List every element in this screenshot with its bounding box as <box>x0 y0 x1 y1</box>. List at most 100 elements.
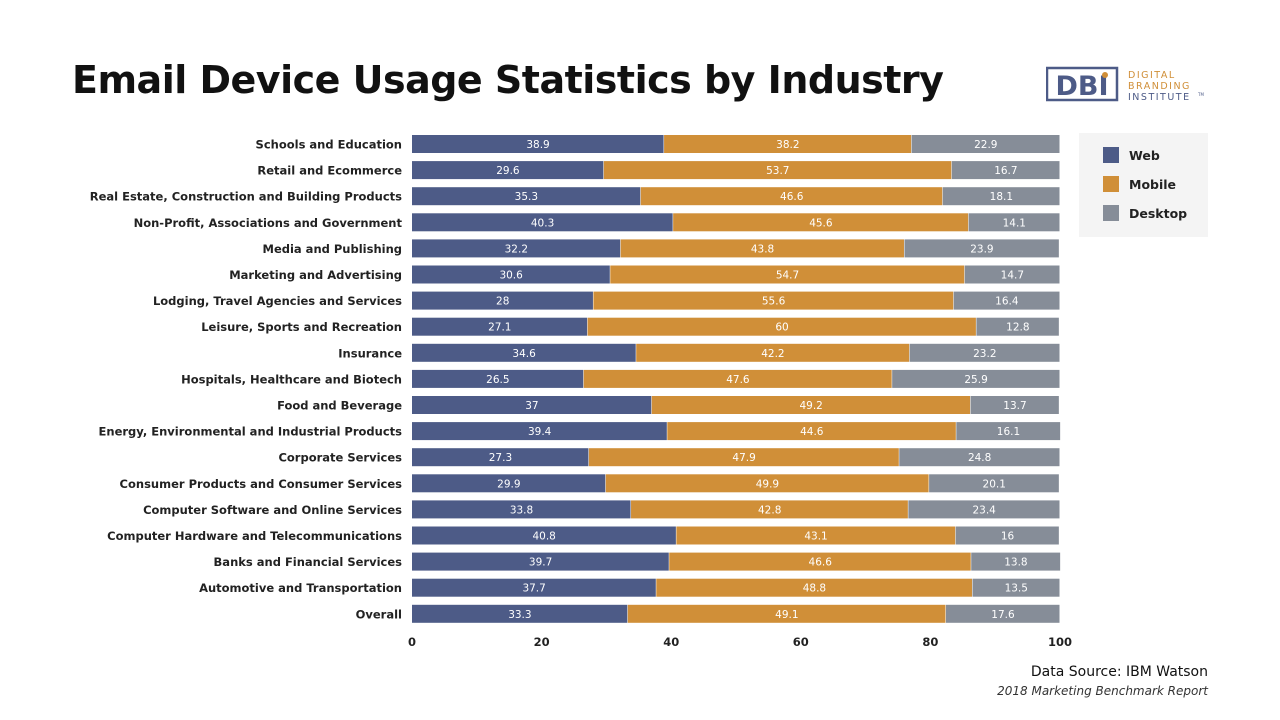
data-label-desktop-hospitals-healthcare-and-biotech: 25.9 <box>964 374 987 386</box>
data-label-desktop-media-and-publishing: 23.9 <box>970 243 993 255</box>
data-label-mobile-insurance: 42.2 <box>761 348 784 360</box>
bar-web-banks-and-financial-services <box>412 552 669 571</box>
data-label-web-overall: 33.3 <box>508 609 531 621</box>
bar-desktop-insurance <box>909 343 1060 362</box>
x-axis-ticks: 0 20 40 60 80 100 <box>408 635 1072 649</box>
bar-desktop-automotive-and-transportation <box>972 578 1060 597</box>
category-label-leisure-sports-and-recreation: Leisure, Sports and Recreation <box>201 320 402 334</box>
legend-item-desktop: Desktop <box>1103 205 1187 221</box>
data-label-mobile-corporate-services: 47.9 <box>732 452 755 464</box>
bar-mobile-hospitals-healthcare-and-biotech <box>583 369 892 388</box>
category-label-food-and-beverage: Food and Beverage <box>277 399 402 413</box>
legend-swatch-mobile <box>1103 176 1119 192</box>
category-label-marketing-and-advertising: Marketing and Advertising <box>229 268 402 282</box>
bar-mobile-leisure-sports-and-recreation <box>587 317 976 336</box>
category-label-computer-software-and-online-services: Computer Software and Online Services <box>143 503 402 517</box>
data-label-mobile-consumer-products-and-consumer-services: 49.9 <box>756 478 779 490</box>
data-label-web-schools-and-education: 38.9 <box>526 139 549 151</box>
x-tick-60: 60 <box>793 635 809 649</box>
data-label-mobile-schools-and-education: 38.2 <box>776 139 799 151</box>
category-label-automotive-and-transportation: Automotive and Transportation <box>199 581 402 595</box>
bar-web-schools-and-education <box>412 135 664 153</box>
bar-web-non-profit-associations-and-government <box>412 213 673 232</box>
data-label-desktop-non-profit-associations-and-government: 14.1 <box>1003 217 1026 229</box>
data-label-mobile-banks-and-financial-services: 46.6 <box>809 557 833 569</box>
bar-mobile-marketing-and-advertising <box>610 265 965 284</box>
bar-web-retail-and-ecommerce <box>412 161 604 180</box>
data-label-desktop-leisure-sports-and-recreation: 12.8 <box>1006 322 1029 334</box>
data-label-web-automotive-and-transportation: 37.7 <box>522 583 545 595</box>
data-label-mobile-lodging-travel-agencies-and-services: 55.6 <box>762 296 786 308</box>
data-label-mobile-leisure-sports-and-recreation: 60 <box>775 322 788 334</box>
data-label-desktop-real-estate-construction-and-building-products: 18.1 <box>990 191 1013 203</box>
data-label-mobile-non-profit-associations-and-government: 45.6 <box>809 217 833 229</box>
bar-desktop-leisure-sports-and-recreation <box>976 317 1059 336</box>
data-label-web-consumer-products-and-consumer-services: 29.9 <box>497 478 520 490</box>
data-label-desktop-computer-software-and-online-services: 23.4 <box>972 504 996 516</box>
logo-trademark: TM <box>1197 92 1204 97</box>
x-tick-0: 0 <box>408 635 416 649</box>
bar-mobile-food-and-beverage <box>651 396 971 414</box>
bar-desktop-computer-hardware-and-telecommunications <box>955 526 1059 545</box>
bar-web-lodging-travel-agencies-and-services <box>412 291 593 310</box>
data-label-mobile-food-and-beverage: 49.2 <box>799 400 822 412</box>
bar-mobile-retail-and-ecommerce <box>603 161 952 180</box>
logo-text-branding: BRANDING <box>1128 81 1191 92</box>
data-label-mobile-retail-and-ecommerce: 53.7 <box>766 165 789 177</box>
bar-desktop-lodging-travel-agencies-and-services <box>953 291 1060 310</box>
data-label-web-insurance: 34.6 <box>512 348 536 360</box>
bar-web-corporate-services <box>412 448 589 467</box>
bar-mobile-real-estate-construction-and-building-products <box>640 187 943 206</box>
bar-desktop-corporate-services <box>899 448 1060 467</box>
data-label-web-energy-environmental-and-industrial-products: 39.4 <box>528 426 552 438</box>
legend-label-web: Web <box>1129 147 1160 163</box>
legend-label-desktop: Desktop <box>1129 205 1188 221</box>
data-label-mobile-computer-hardware-and-telecommunications: 43.1 <box>804 531 827 543</box>
legend-swatch-desktop <box>1103 205 1119 221</box>
data-label-desktop-schools-and-education: 22.9 <box>974 139 997 151</box>
bar-web-insurance <box>412 343 636 362</box>
bar-desktop-overall <box>945 604 1060 623</box>
bar-mobile-corporate-services <box>588 448 899 467</box>
category-label-hospitals-healthcare-and-biotech: Hospitals, Healthcare and Biotech <box>181 372 402 386</box>
category-label-overall: Overall <box>356 607 402 621</box>
category-label-lodging-travel-agencies-and-services: Lodging, Travel Agencies and Services <box>153 294 402 308</box>
data-label-mobile-overall: 49.1 <box>775 609 798 621</box>
bar-desktop-media-and-publishing <box>904 239 1059 258</box>
x-tick-20: 20 <box>534 635 550 649</box>
category-label-non-profit-associations-and-government: Non-Profit, Associations and Government <box>134 216 403 230</box>
legend-item-mobile: Mobile <box>1103 176 1176 192</box>
category-label-energy-environmental-and-industrial-products: Energy, Environmental and Industrial Pro… <box>99 425 403 439</box>
bar-desktop-schools-and-education <box>911 135 1060 153</box>
category-labels: Schools and Education Retail and Ecommerc… <box>90 138 403 622</box>
category-label-consumer-products-and-consumer-services: Consumer Products and Consumer Services <box>120 477 403 491</box>
bar-desktop-hospitals-healthcare-and-biotech <box>892 369 1060 388</box>
bar-mobile-non-profit-associations-and-government <box>673 213 969 232</box>
data-label-web-lodging-travel-agencies-and-services: 28 <box>496 296 509 308</box>
data-label-desktop-energy-environmental-and-industrial-products: 16.1 <box>997 426 1020 438</box>
data-label-web-marketing-and-advertising: 30.6 <box>499 270 523 282</box>
bar-desktop-computer-software-and-online-services <box>908 500 1060 519</box>
bar-web-media-and-publishing <box>412 239 621 258</box>
bar-desktop-food-and-beverage <box>970 396 1059 414</box>
bar-desktop-banks-and-financial-services <box>971 552 1061 571</box>
category-label-insurance: Insurance <box>338 346 402 360</box>
data-label-mobile-automotive-and-transportation: 48.8 <box>803 583 826 595</box>
data-label-web-non-profit-associations-and-government: 40.3 <box>531 217 554 229</box>
legend-item-web: Web <box>1103 147 1160 163</box>
data-label-desktop-retail-and-ecommerce: 16.7 <box>994 165 1017 177</box>
data-label-desktop-banks-and-financial-services: 13.8 <box>1004 557 1027 569</box>
logo-graphic: DBI DIGITAL BRANDING INSTITUTE TM <box>1045 66 1204 103</box>
bar-desktop-consumer-products-and-consumer-services <box>929 474 1059 493</box>
bar-desktop-real-estate-construction-and-building-products <box>942 187 1060 206</box>
category-label-computer-hardware-and-telecommunications: Computer Hardware and Telecommunications <box>107 529 402 543</box>
data-source: Data Source: IBM Watson <box>1030 664 1208 680</box>
data-label-mobile-hospitals-healthcare-and-biotech: 47.6 <box>726 374 750 386</box>
bar-mobile-automotive-and-transportation <box>656 578 973 597</box>
bar-web-energy-environmental-and-industrial-products <box>412 422 667 441</box>
bar-mobile-computer-software-and-online-services <box>631 500 908 519</box>
data-label-web-real-estate-construction-and-building-products: 35.3 <box>515 191 538 203</box>
bar-mobile-energy-environmental-and-industrial-products <box>667 422 956 441</box>
data-label-desktop-marketing-and-advertising: 14.7 <box>1001 270 1024 282</box>
